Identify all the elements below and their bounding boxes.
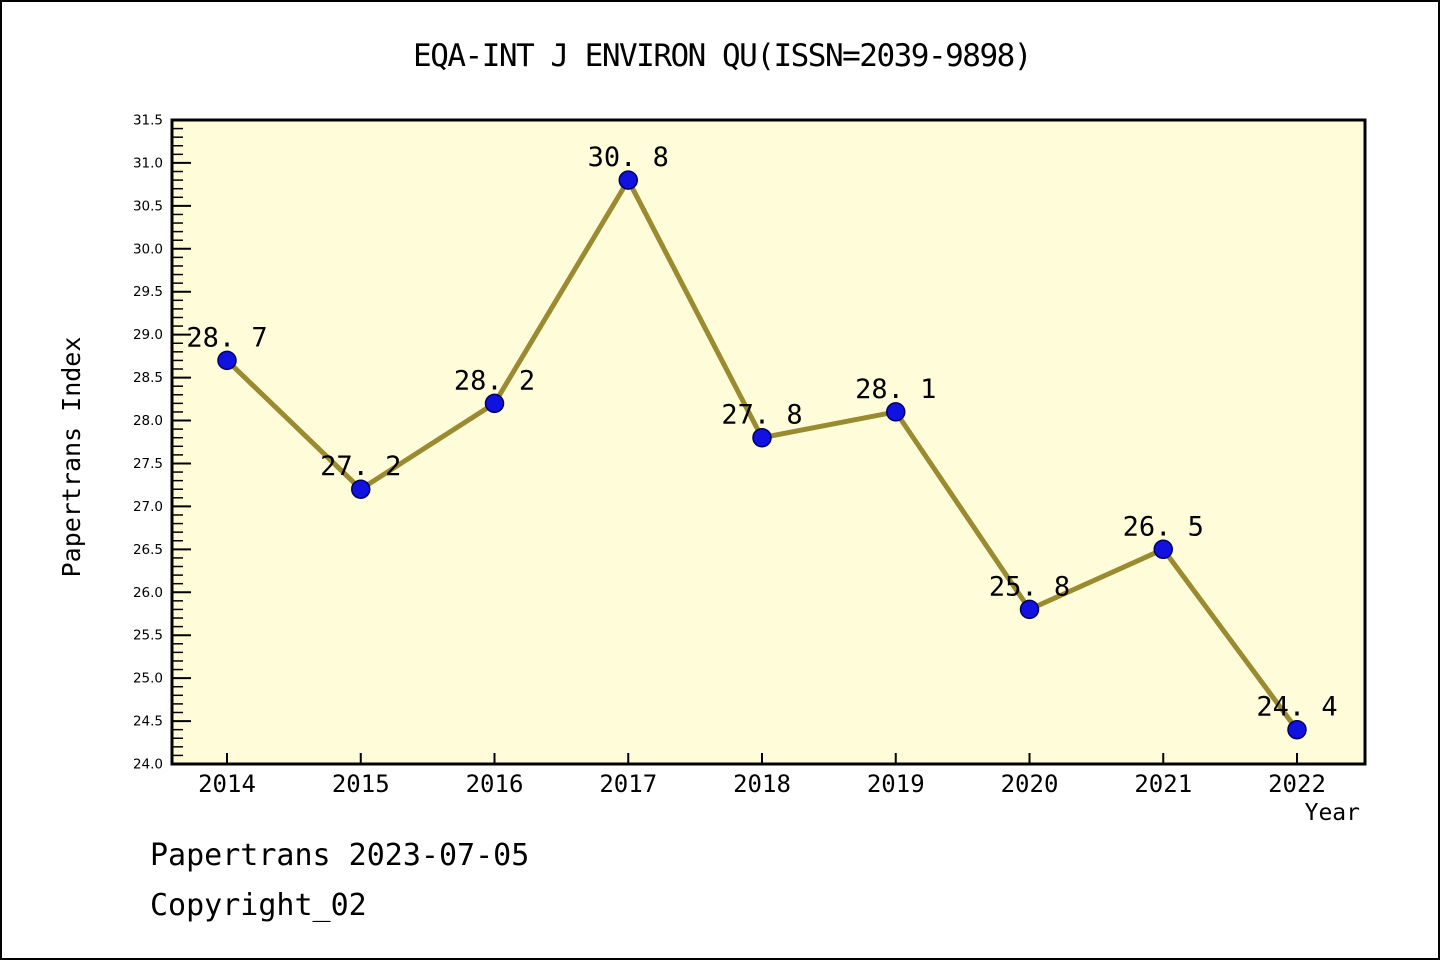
x-axis-title: Year	[1305, 800, 1360, 826]
x-tick-label: 2016	[466, 770, 524, 798]
footer-copyright: Copyright_02	[150, 888, 367, 923]
y-tick-label: 24.5	[133, 714, 163, 730]
y-tick-label: 25.0	[133, 671, 163, 687]
y-tick-label: 27.0	[133, 499, 163, 515]
x-tick-label: 2015	[332, 770, 390, 798]
footer-source-date: Papertrans 2023-07-05	[150, 838, 530, 873]
y-tick-label: 28.5	[133, 370, 163, 386]
y-tick-label: 28.0	[133, 413, 163, 429]
y-tick-label: 26.0	[133, 585, 163, 601]
y-tick-label: 31.0	[133, 155, 163, 171]
x-tick-label: 2022	[1268, 770, 1326, 798]
x-tick-label: 2020	[1001, 770, 1059, 798]
data-point-label: 28. 1	[855, 374, 936, 405]
data-point-label: 30. 8	[588, 142, 669, 173]
y-tick-label: 30.0	[133, 241, 163, 257]
y-tick-label: 30.5	[133, 198, 163, 214]
data-point-label: 28. 7	[186, 322, 267, 353]
data-point-label: 26. 5	[1123, 511, 1204, 542]
y-tick-label: 29.0	[133, 327, 163, 343]
data-point	[618, 170, 638, 190]
chart-title: EQA-INT J ENVIRON QU(ISSN=2039-9898)	[413, 38, 1032, 74]
data-point	[886, 402, 906, 422]
data-point	[351, 479, 371, 499]
x-tick-label: 2018	[733, 770, 791, 798]
data-point-label: 27. 8	[721, 400, 802, 431]
data-point-label: 25. 8	[989, 571, 1070, 602]
data-point	[752, 427, 772, 448]
x-tick-label: 2021	[1134, 770, 1192, 798]
y-tick-label: 29.5	[133, 284, 163, 300]
data-point-label: 28. 2	[454, 365, 535, 396]
y-tick-label: 31.5	[133, 113, 163, 129]
data-point	[1153, 539, 1173, 560]
y-tick-label: 26.5	[133, 542, 163, 558]
data-point-label: 24. 4	[1256, 692, 1337, 723]
y-tick-label: 27.5	[133, 456, 163, 472]
data-point	[1019, 599, 1040, 620]
x-tick-label: 2019	[867, 770, 925, 798]
data-point-label: 27. 2	[320, 451, 401, 482]
data-point	[484, 393, 505, 414]
data-point	[217, 350, 237, 371]
y-tick-label: 25.5	[133, 628, 163, 644]
x-tick-label: 2014	[198, 770, 256, 798]
y-axis-title: Papertrans Index	[57, 337, 86, 578]
y-tick-label: 24.0	[133, 757, 163, 773]
data-point	[1287, 719, 1307, 740]
x-tick-label: 2017	[599, 770, 657, 798]
